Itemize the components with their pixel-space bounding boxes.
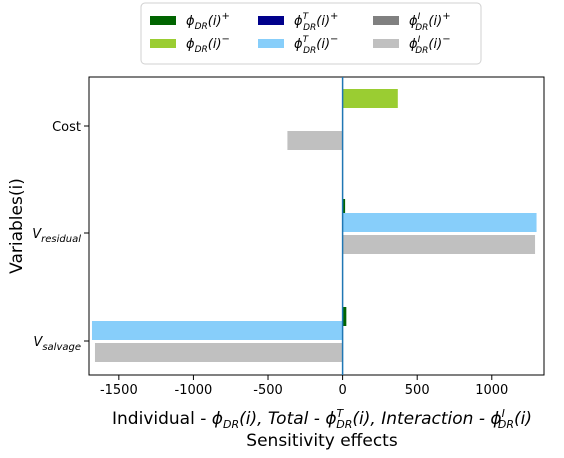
bar-v-salvage-series-0 (342, 307, 347, 326)
bar-v-residual-series-3 (342, 213, 537, 232)
x-tick-label: 1000 (475, 383, 508, 398)
bar-v-salvage-series-5 (94, 343, 343, 362)
x-tick-label: -1000 (175, 383, 213, 398)
legend-label: ϕDR(i)− (186, 34, 230, 55)
legend-label: ϕI DR(i)− (409, 34, 451, 56)
legend-swatch (150, 39, 176, 48)
legend-swatch (258, 39, 284, 48)
bar-cost-series-1 (342, 89, 398, 108)
y-ticks: Cost Vresidual Vsalvage (32, 120, 89, 353)
y-tick-label: Cost (52, 120, 81, 135)
bars (91, 89, 537, 362)
legend-swatch (258, 16, 284, 25)
legend-label: ϕT DR(i)+ (294, 11, 338, 33)
x-tick-label: 0 (338, 383, 346, 398)
legend-label: ϕT DR(i)− (294, 34, 338, 56)
bar-v-salvage-series-3 (91, 321, 343, 340)
legend-swatch (150, 16, 176, 25)
y-tick-label: Vsalvage (33, 335, 81, 353)
bar-v-residual-series-5 (342, 235, 536, 254)
legend-label: ϕDR(i)+ (186, 11, 230, 32)
legend: ϕDR(i)+ϕDR(i)− ϕT DR(i)+ϕT DR(i)− ϕI DR(i)+ϕI… (140, 2, 482, 65)
x-tick-label: 500 (405, 383, 430, 398)
y-axis-label: Variables(i) (7, 178, 27, 274)
legend-swatch (373, 16, 399, 25)
plot-frame (88, 76, 545, 376)
x-tick-label: -1500 (100, 383, 138, 398)
x-axis-label: Individual - ϕDR(i), Total - ϕT DR(i), In… (112, 407, 532, 431)
y-tick-label: Vresidual (32, 227, 81, 245)
x-tick-label: -500 (253, 383, 283, 398)
x-axis-label-line2: Sensitivity effects (246, 431, 398, 451)
x-ticks: -1500 -1000 -500 0 500 1000 (100, 375, 508, 398)
bar-v-residual-series-0 (342, 199, 346, 218)
legend-swatch (373, 39, 399, 48)
bar-cost-series-5 (287, 131, 343, 150)
legend-label: ϕI DR(i)+ (409, 11, 451, 33)
